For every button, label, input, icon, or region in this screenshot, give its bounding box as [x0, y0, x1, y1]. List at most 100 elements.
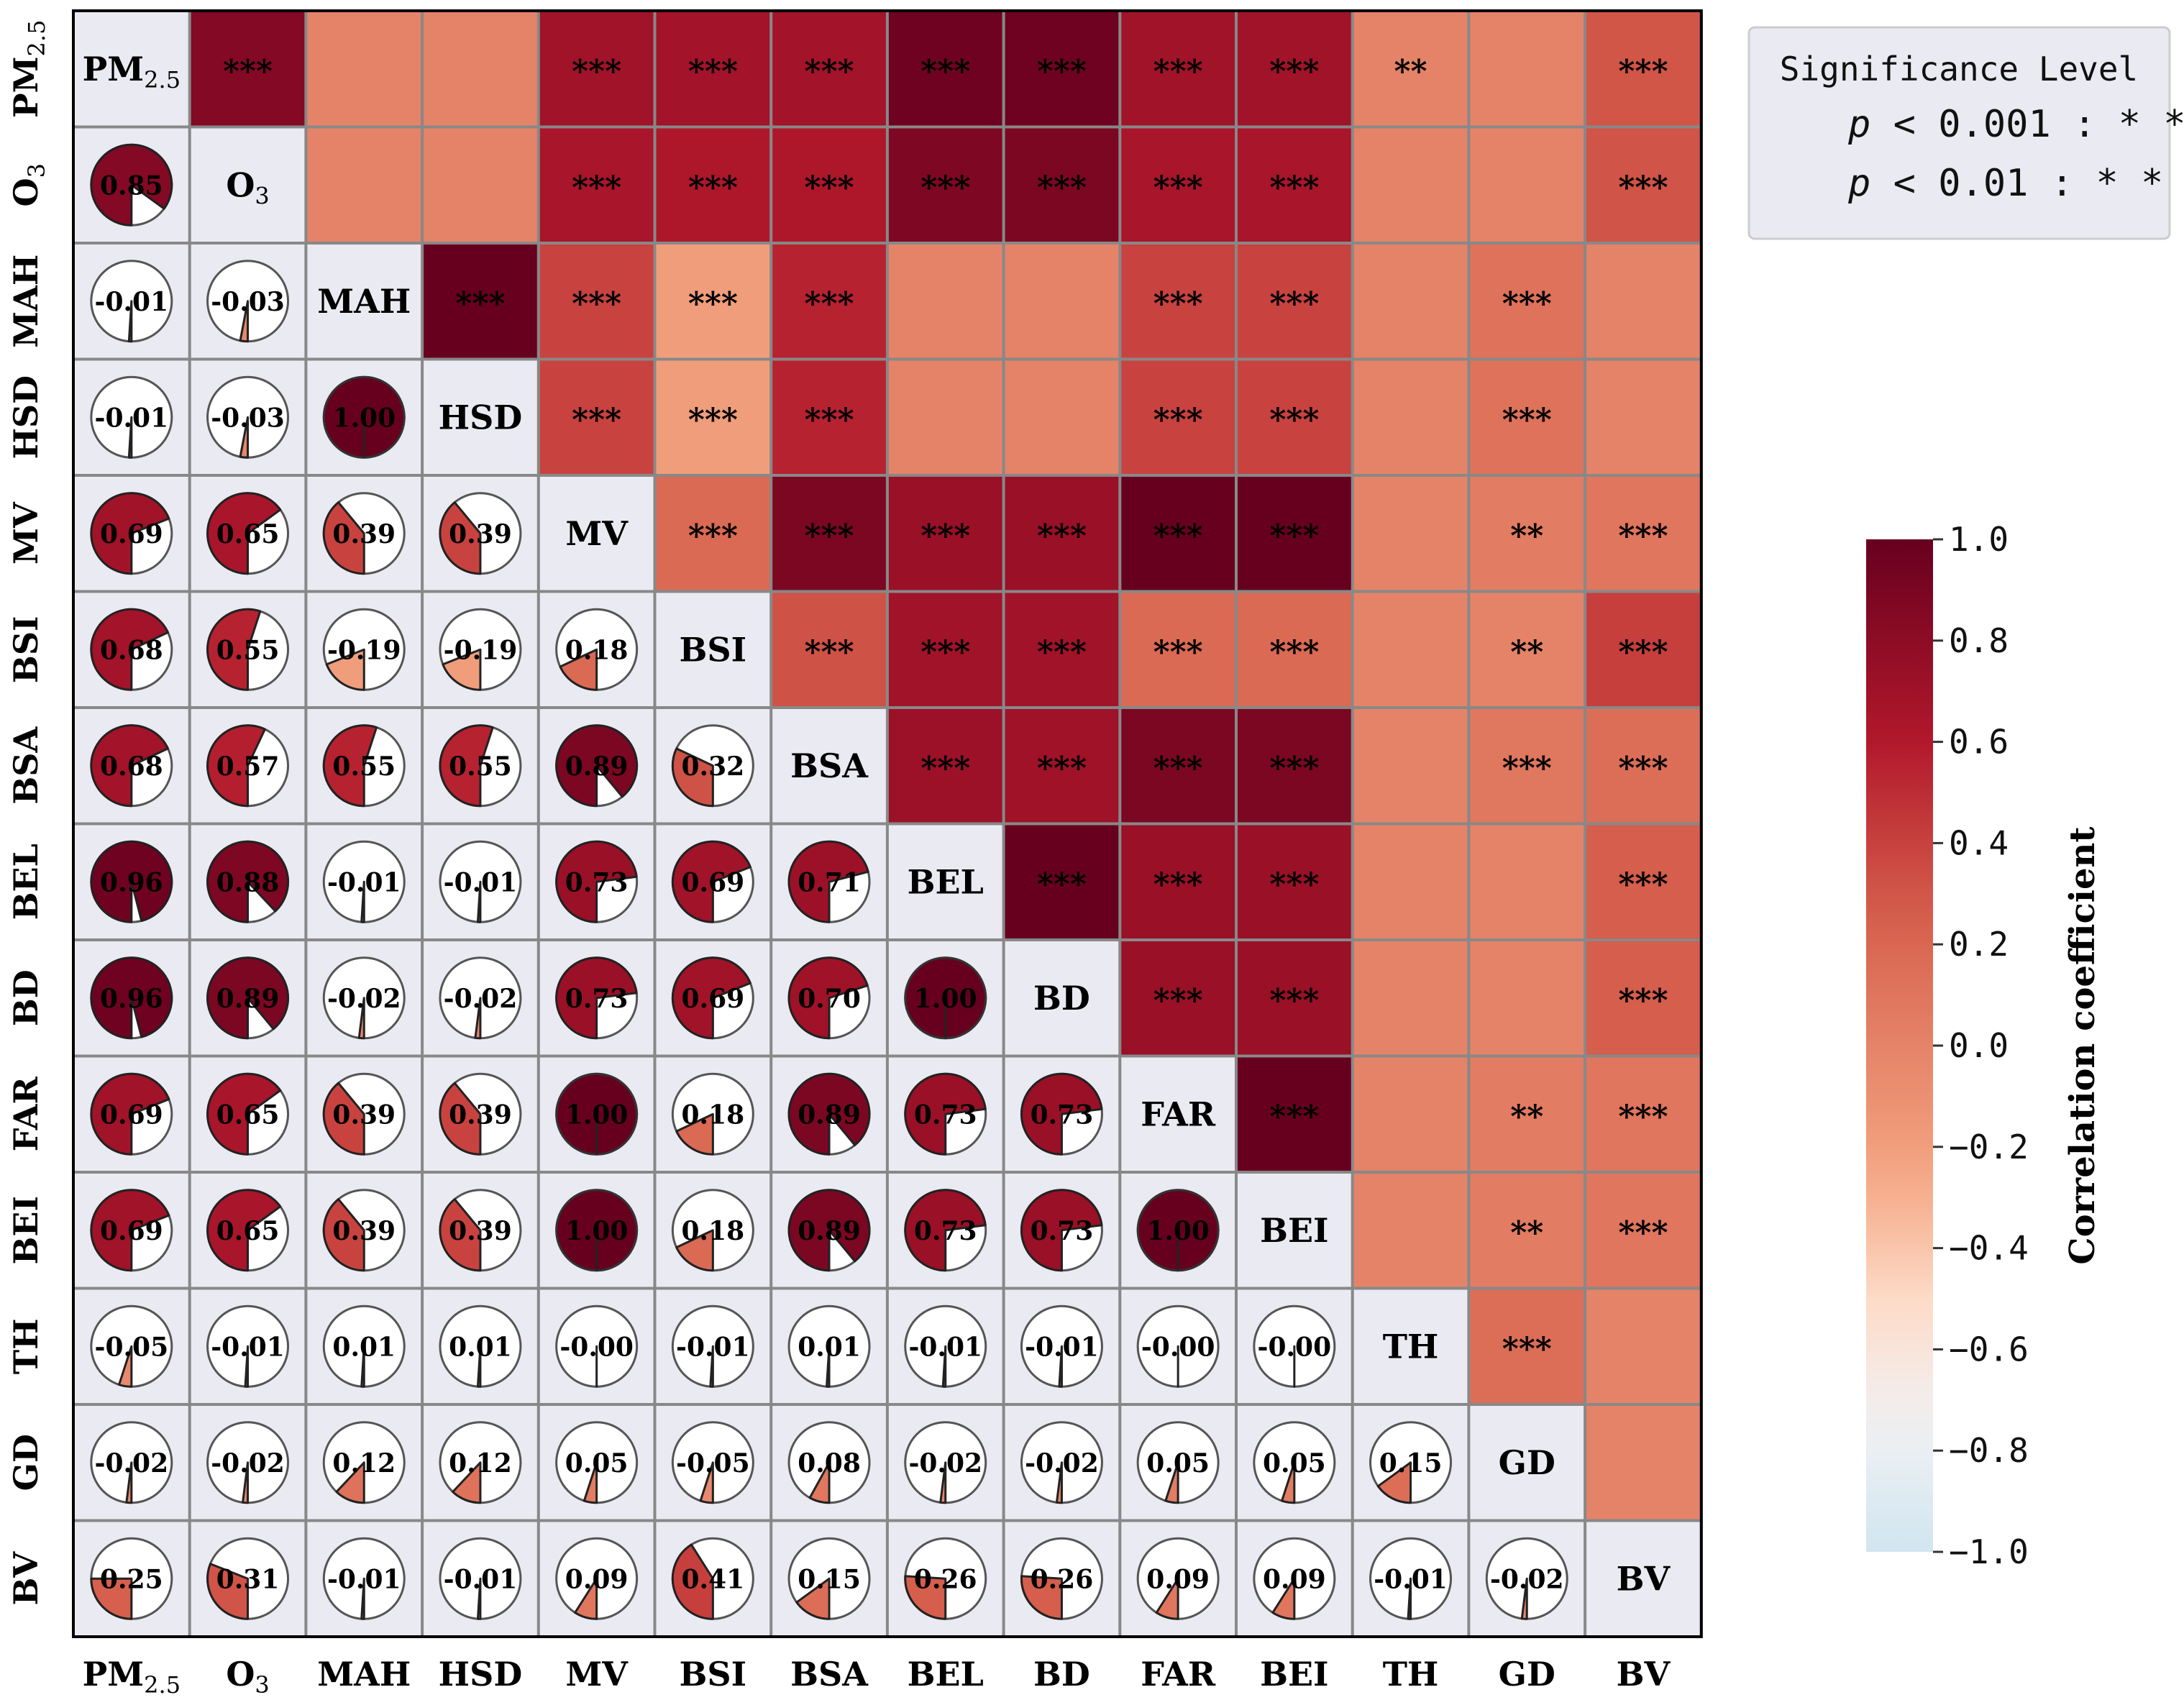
correlation-value-th-mah: 0.01 — [332, 1332, 396, 1362]
heatmap-cell-bel-bv — [1585, 823, 1701, 940]
correlation-value-bei-far: 1.00 — [1146, 1216, 1210, 1246]
y-tick-bsa: BSA — [6, 726, 45, 805]
pie-wedge-gd-mah — [335, 1461, 365, 1504]
x-tick-bsa: BSA — [790, 1655, 869, 1694]
correlation-value-bd-bsi: 0.69 — [682, 984, 745, 1014]
heatmap-cell-bd-bei — [1236, 940, 1353, 1056]
significance-label-mv-gd: ** — [1510, 518, 1543, 554]
correlation-value-far-mv: 1.00 — [565, 1100, 629, 1130]
x-tick-bsi: BSI — [680, 1655, 747, 1694]
correlation-value-bd-pm25: 0.96 — [100, 984, 163, 1014]
pie-wedge-bd-mv — [555, 956, 638, 1040]
significance-label-bsi-bsa: *** — [805, 634, 854, 670]
correlation-value-bv-th: -0.01 — [1374, 1564, 1448, 1594]
heatmap-cell-bsi-gd — [1468, 591, 1586, 708]
significance-label-hsd-far: *** — [1153, 401, 1203, 438]
correlation-value-bei-o3: 0.65 — [216, 1216, 280, 1246]
heatmap-cell-pm25-th — [1352, 11, 1469, 127]
y-tick-bv: BV — [6, 1551, 45, 1606]
heatmap-cell-mv-bei — [1236, 475, 1353, 592]
heatmap-cell-bsi-bd — [1003, 591, 1120, 708]
pie-wedge-bv-bei — [1271, 1577, 1296, 1620]
heatmap-cell-far-th — [1352, 1056, 1469, 1172]
significance-label-o3-mv: *** — [572, 169, 621, 206]
pie-wedge-gd-bel — [939, 1461, 947, 1504]
diagonal-cell — [1120, 1056, 1236, 1172]
diagonal-label-th: TH — [1383, 1327, 1439, 1366]
significance-legend: Significance Level p < 0.001 : * * * p <… — [1747, 26, 2184, 240]
pie-wedge-bv-mv — [574, 1577, 598, 1620]
correlation-value-gd-mah: 0.12 — [332, 1448, 396, 1479]
pie-wedge-mv-o3 — [206, 492, 282, 575]
y-tick-mah: MAH — [6, 255, 45, 348]
pie-wedge-bd-o3 — [206, 956, 290, 1040]
correlation-value-bd-o3: 0.89 — [216, 984, 280, 1014]
pie-wedge-gd-bsi — [699, 1461, 714, 1504]
significance-label-pm25-th: ** — [1394, 53, 1427, 90]
significance-label-bsi-bei: *** — [1269, 634, 1319, 670]
diagonal-label-hsd: HSD — [439, 398, 523, 437]
pie-wedge-bel-o3 — [206, 840, 289, 923]
correlation-value-mv-pm25: 0.69 — [100, 519, 163, 549]
correlation-value-bd-mah: -0.02 — [327, 984, 401, 1014]
pie-wedge-bei-bel — [904, 1189, 987, 1272]
significance-label-hsd-mv: *** — [572, 401, 621, 438]
significance-label-bsi-bd: *** — [1037, 634, 1087, 670]
heatmap-cell-th-bv — [1585, 1288, 1701, 1404]
pie-wedge-bsa-hsd — [439, 724, 494, 808]
correlation-value-bei-bsa: 0.89 — [798, 1216, 861, 1246]
diagonal-label-mah: MAH — [317, 282, 411, 321]
colorbar-tick-label: −1.0 — [1949, 1532, 2029, 1571]
correlation-value-bsa-mv: 0.89 — [565, 751, 629, 782]
pie-wedge-bsi-mah — [325, 648, 365, 691]
significance-label-bel-far: *** — [1153, 866, 1203, 902]
correlation-value-th-bel: -0.01 — [908, 1332, 982, 1362]
pie-wedge-far-bd — [1020, 1072, 1103, 1156]
pie-wedge-th-o3 — [244, 1345, 250, 1388]
correlation-value-bei-mah: 0.39 — [332, 1216, 396, 1246]
pie-wedge-bv-bd — [1020, 1575, 1063, 1620]
legend-box — [1747, 26, 2171, 240]
heatmap-cell-pm25-bei — [1236, 11, 1353, 127]
pie-wedge-bsi-mv — [559, 648, 598, 691]
significance-label-hsd-bei: *** — [1269, 401, 1319, 438]
correlation-value-bv-bel: 0.26 — [914, 1564, 977, 1594]
correlation-value-bd-bel: 1.00 — [914, 984, 977, 1014]
diagonal-label-o3: O3 — [226, 165, 269, 209]
correlation-value-mah-o3: -0.03 — [211, 287, 285, 317]
significance-label-pm25-bsi: *** — [688, 53, 738, 90]
heatmap-cell-mv-bel — [887, 475, 1004, 592]
pie-wedge-bei-pm25 — [90, 1189, 170, 1272]
correlation-value-th-bei: -0.00 — [1258, 1332, 1332, 1362]
correlation-value-gd-hsd: 0.12 — [449, 1448, 512, 1479]
heatmap-cell-bd-bv — [1585, 940, 1701, 1056]
pie-wedge-th-mah — [360, 1345, 365, 1388]
correlation-value-far-bsa: 0.89 — [798, 1100, 861, 1130]
heatmap-cell-bsa-bei — [1236, 708, 1353, 824]
significance-label-bsa-bv: *** — [1618, 750, 1668, 787]
diagonal-label-bsi: BSI — [680, 630, 747, 669]
heatmap-cell-mah-gd — [1468, 243, 1586, 360]
y-tick-bel: BEL — [6, 844, 45, 920]
pie-wedge-gd-bd — [1055, 1461, 1063, 1504]
pie-wedge-bv-pm25 — [90, 1577, 133, 1620]
heatmap-cell-bd-far — [1120, 940, 1236, 1056]
colorbar-tick-label: 0.2 — [1949, 925, 2009, 964]
heatmap-cell-mah-bd — [1003, 243, 1120, 360]
pie-wedge-far-hsd — [439, 1082, 482, 1156]
heatmap-cell-bei-bv — [1585, 1172, 1701, 1289]
pie-wedge-bv-bsa — [795, 1577, 831, 1620]
colorbar-tick-label: 0.8 — [1949, 621, 2009, 660]
upper-heatmap: *** *** *** *** *** *** *** *** ** ****** *** *** **… — [189, 11, 1701, 1521]
grid-lines — [72, 9, 1703, 1638]
significance-label-mv-bsi: *** — [688, 518, 738, 554]
y-tick-o3: O3 — [6, 163, 50, 206]
correlation-value-bsa-pm25: 0.68 — [100, 751, 163, 782]
heatmap-cell-mv-far — [1120, 475, 1236, 592]
pie-wedge-bsa-o3 — [206, 724, 266, 808]
correlation-value-bv-bsa: 0.15 — [798, 1564, 861, 1594]
significance-label-bsa-gd: *** — [1502, 750, 1552, 787]
significance-label-bei-gd: ** — [1510, 1215, 1543, 1251]
correlation-value-bel-bsi: 0.69 — [682, 867, 745, 897]
diagonal-cell — [771, 708, 887, 824]
